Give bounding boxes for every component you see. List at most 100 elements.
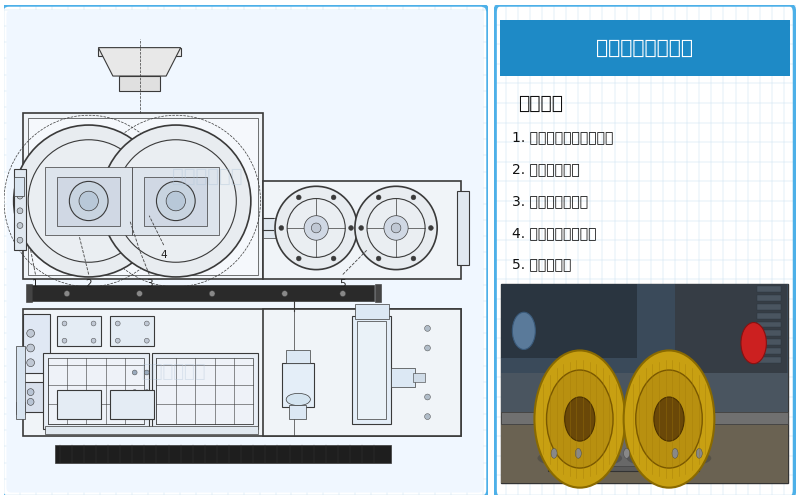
Circle shape: [17, 208, 23, 214]
Ellipse shape: [538, 448, 622, 468]
Bar: [263, 309, 462, 436]
Text: 2. 弹簧（压力）: 2. 弹簧（压力）: [512, 162, 579, 176]
Circle shape: [355, 186, 437, 270]
Bar: [23, 113, 263, 280]
Bar: [501, 284, 789, 483]
Circle shape: [624, 448, 630, 458]
Circle shape: [144, 390, 149, 394]
Text: 4: 4: [161, 250, 167, 260]
Bar: [14, 176, 24, 196]
Circle shape: [296, 256, 301, 261]
Bar: [675, 284, 787, 372]
Circle shape: [411, 195, 416, 200]
Bar: [757, 312, 781, 318]
Circle shape: [17, 181, 23, 187]
Circle shape: [62, 321, 67, 326]
Bar: [551, 426, 696, 466]
Ellipse shape: [654, 397, 684, 441]
Circle shape: [340, 290, 346, 296]
Bar: [26, 284, 31, 302]
Circle shape: [115, 338, 120, 343]
Text: 3: 3: [146, 280, 153, 289]
Circle shape: [137, 290, 142, 296]
Bar: [263, 182, 462, 280]
Circle shape: [279, 226, 284, 230]
Circle shape: [101, 125, 251, 277]
Circle shape: [672, 448, 678, 458]
Bar: [500, 20, 790, 76]
Bar: [713, 412, 789, 424]
Bar: [45, 426, 258, 434]
Circle shape: [27, 388, 34, 396]
Circle shape: [144, 409, 149, 414]
Circle shape: [70, 182, 108, 220]
Bar: [110, 390, 154, 419]
Bar: [757, 322, 781, 328]
Bar: [55, 444, 391, 463]
Text: 现代金联机械: 现代金联机械: [172, 167, 242, 186]
Bar: [23, 382, 50, 412]
Bar: [28, 118, 258, 274]
Bar: [144, 176, 207, 226]
Circle shape: [367, 198, 425, 258]
Bar: [353, 316, 391, 424]
Circle shape: [17, 222, 23, 228]
Circle shape: [26, 344, 34, 352]
Bar: [58, 316, 101, 346]
Circle shape: [696, 448, 702, 458]
Circle shape: [349, 226, 354, 230]
Bar: [757, 295, 781, 301]
Text: 4. 刮板（处理湿料）: 4. 刮板（处理湿料）: [512, 226, 596, 240]
Circle shape: [157, 182, 195, 220]
Bar: [355, 304, 389, 318]
Bar: [263, 218, 297, 238]
FancyBboxPatch shape: [6, 10, 483, 492]
Circle shape: [311, 223, 321, 233]
Bar: [548, 422, 699, 470]
Circle shape: [376, 256, 381, 261]
Bar: [282, 362, 314, 407]
Bar: [14, 169, 26, 250]
Circle shape: [17, 193, 23, 199]
Bar: [157, 358, 254, 424]
Text: 现代金联机械: 现代金联机械: [141, 364, 206, 382]
Bar: [501, 372, 789, 414]
Circle shape: [425, 394, 430, 400]
Circle shape: [425, 414, 430, 420]
Circle shape: [14, 125, 164, 277]
Text: 1. 调节螺栓（调节弹簧）: 1. 调节螺栓（调节弹簧）: [512, 130, 613, 144]
Bar: [391, 368, 415, 387]
Bar: [16, 402, 25, 414]
Text: 1: 1: [32, 280, 38, 289]
Circle shape: [331, 195, 336, 200]
Ellipse shape: [286, 394, 310, 406]
Text: 5. 电机减速机: 5. 电机减速机: [512, 258, 571, 272]
Text: 3. 辊皮（易损件）: 3. 辊皮（易损件）: [512, 194, 588, 208]
Circle shape: [275, 186, 358, 270]
Ellipse shape: [546, 370, 613, 468]
Circle shape: [115, 140, 236, 262]
Ellipse shape: [624, 350, 714, 488]
Circle shape: [27, 398, 34, 406]
Circle shape: [425, 345, 430, 351]
Bar: [501, 412, 554, 424]
Circle shape: [384, 216, 408, 240]
Circle shape: [91, 321, 96, 326]
Text: 皮带对辊机结构图: 皮带对辊机结构图: [596, 38, 694, 58]
Bar: [58, 390, 101, 419]
Bar: [98, 48, 181, 56]
Circle shape: [512, 312, 535, 350]
Bar: [757, 330, 781, 336]
Bar: [47, 358, 144, 424]
Circle shape: [132, 409, 137, 414]
Bar: [757, 339, 781, 345]
Bar: [501, 412, 789, 483]
Bar: [757, 286, 781, 292]
Bar: [132, 166, 219, 235]
Circle shape: [91, 338, 96, 343]
Circle shape: [425, 326, 430, 332]
Bar: [23, 314, 50, 372]
Circle shape: [26, 359, 34, 366]
Circle shape: [17, 238, 23, 243]
Bar: [58, 176, 120, 226]
